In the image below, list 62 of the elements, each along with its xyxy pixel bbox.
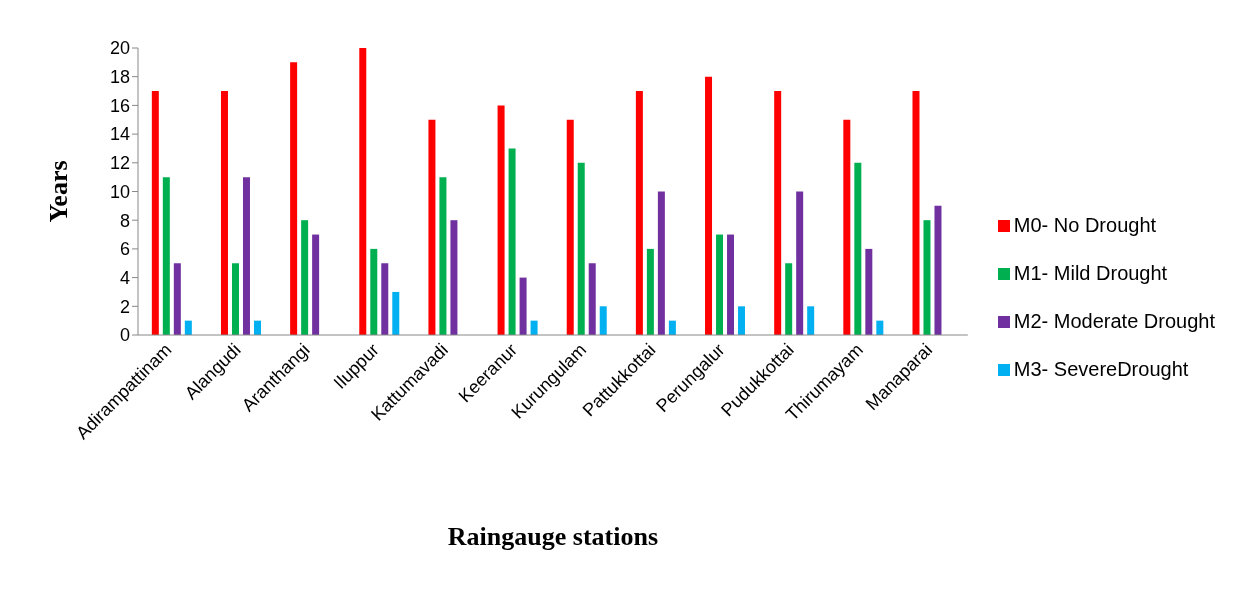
bar (657, 191, 665, 335)
bar (588, 263, 596, 335)
y-tick-label: 12 (109, 153, 130, 174)
bar (162, 177, 170, 335)
y-tick-label: 16 (109, 95, 130, 116)
y-tick-label: 10 (109, 181, 130, 202)
bar (599, 306, 607, 335)
bar (635, 91, 643, 335)
bar (912, 91, 920, 335)
bar (231, 263, 239, 335)
bar (530, 320, 538, 335)
bar (716, 234, 724, 335)
y-tick-label: 6 (119, 239, 130, 260)
bar (450, 220, 458, 335)
bar (220, 91, 228, 335)
y-tick-label: 18 (109, 67, 130, 88)
bar (727, 234, 735, 335)
legend-label: M2- Moderate Drought (1013, 309, 1215, 332)
bar (312, 234, 320, 335)
bar (807, 306, 815, 335)
bar (668, 320, 676, 335)
bar (301, 220, 309, 335)
bar (923, 220, 931, 335)
bar (577, 162, 585, 335)
bar (774, 91, 782, 335)
bar (151, 91, 159, 335)
y-tick-label: 0 (119, 325, 130, 346)
legend-label: M3- SevereDrought (1013, 357, 1189, 380)
y-tick-label: 8 (119, 210, 130, 231)
bar (566, 119, 574, 335)
bar (934, 205, 942, 335)
bar (428, 119, 436, 335)
bar (242, 177, 250, 335)
bar (253, 320, 261, 335)
bar (738, 306, 746, 335)
bar (439, 177, 447, 335)
y-tick-label: 20 (109, 38, 130, 59)
legend-label: M1- Mild Drought (1013, 261, 1168, 284)
bar (173, 263, 181, 335)
bar (843, 119, 851, 335)
bar (865, 248, 873, 335)
bar (876, 320, 884, 335)
bar (508, 148, 516, 335)
x-axis-title: Raingauge stations (447, 522, 658, 551)
bar (392, 291, 400, 335)
legend-label: M0- No Drought (1013, 213, 1157, 236)
bar (854, 162, 862, 335)
bar (796, 191, 804, 335)
bar (646, 248, 654, 335)
bar (359, 48, 367, 335)
bar (290, 62, 298, 335)
bar (381, 263, 389, 335)
y-tick-label: 14 (109, 124, 130, 145)
y-tick-label: 2 (119, 296, 130, 317)
bar (184, 320, 192, 335)
bar (370, 248, 378, 335)
y-axis-title: Years (44, 160, 74, 223)
bar (519, 277, 527, 335)
bar (785, 263, 793, 335)
bar (705, 76, 713, 335)
y-tick-label: 4 (119, 267, 130, 288)
bar (497, 105, 505, 335)
